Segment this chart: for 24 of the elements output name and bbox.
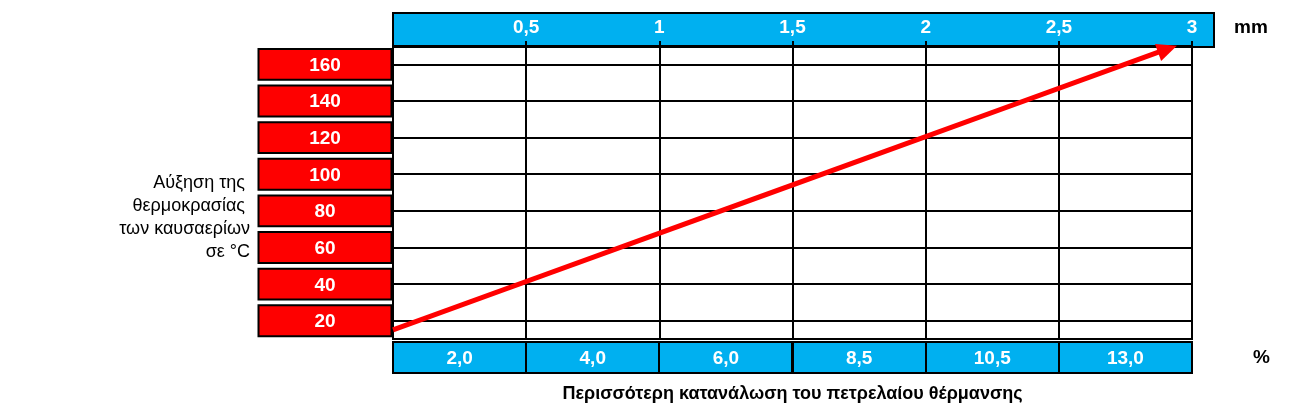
x-tick-label: 8,5 xyxy=(845,347,873,368)
y-tick-label: 80 xyxy=(314,200,336,222)
y-tick-label: 20 xyxy=(314,310,336,332)
x-tick-label: 4,0 xyxy=(579,347,606,368)
y-tick-label: 40 xyxy=(314,273,336,295)
x-axis-title: Περισσότερη κατανάλωση του πετρελαίου θέρμανσης xyxy=(562,383,1023,403)
x2-tick-label: 2 xyxy=(920,16,931,37)
x-tick-label: 10,5 xyxy=(973,347,1012,368)
x2-tick-label: 0,5 xyxy=(512,16,540,37)
x2-axis-title: mm xyxy=(1234,16,1268,37)
x2-tick-label: 3 xyxy=(1186,16,1198,37)
x2-tick-label: 1,5 xyxy=(779,16,807,37)
y-tick-label: 120 xyxy=(309,127,341,149)
y-tick-label: 140 xyxy=(309,90,341,112)
y-tick-label: 160 xyxy=(309,53,341,75)
text: % xyxy=(1253,346,1271,367)
x-tick-label: 6,0 xyxy=(712,347,740,368)
y-tick-label: 100 xyxy=(309,163,341,185)
y-tick-label: 60 xyxy=(314,236,336,258)
x2-tick-label: 1 xyxy=(654,16,666,37)
x-tick-label: 13,0 xyxy=(1106,347,1144,368)
x-tick-label: 2,0 xyxy=(446,347,473,368)
y-axis-title: Αύξηση της θερμοκρασίας των καυσαερίων σε °C xyxy=(119,171,250,261)
x2-tick-label: 2,5 xyxy=(1045,16,1073,37)
